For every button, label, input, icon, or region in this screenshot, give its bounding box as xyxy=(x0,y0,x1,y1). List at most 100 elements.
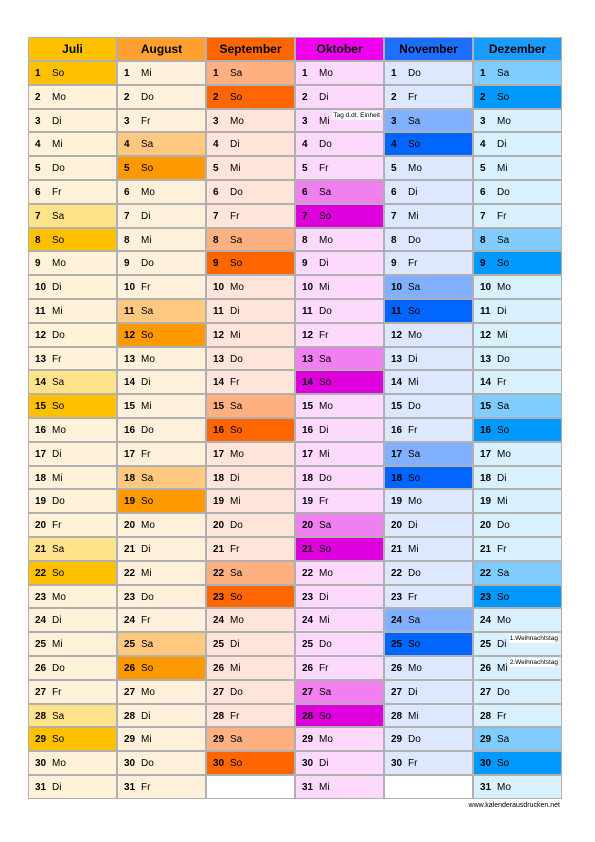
day-cell: 8 Mo xyxy=(295,227,384,252)
weekday: Mo xyxy=(408,663,422,674)
day-number: 16 xyxy=(213,425,225,436)
day-number: 8 xyxy=(35,234,41,246)
day-cell: 2 So xyxy=(206,84,295,109)
weekday: Di xyxy=(319,425,329,436)
day-number: 12 xyxy=(213,329,225,341)
day-cell: 20 Do xyxy=(206,513,295,537)
day-number: 6 xyxy=(302,187,308,198)
weekday: Di xyxy=(141,544,151,555)
day-cell: 26 Do xyxy=(28,656,117,680)
day-number: 9 xyxy=(391,258,397,270)
weekday: Do xyxy=(408,734,421,746)
weekday: Mo xyxy=(52,91,66,103)
day-cell: 6 Di xyxy=(384,180,473,204)
weekday: Mi xyxy=(230,163,241,175)
day-cell: 7 Mi xyxy=(384,203,473,228)
day-number: 11 xyxy=(480,306,491,317)
weekday: Do xyxy=(408,234,421,246)
day-cell: 18 Sa xyxy=(117,465,206,490)
day-cell: 9 Do xyxy=(117,251,206,276)
weekday: Mo xyxy=(52,425,66,436)
weekday: Do xyxy=(319,639,332,651)
day-number: 23 xyxy=(213,591,225,603)
day-cell: 13 Do xyxy=(473,346,562,371)
day-number: 3 xyxy=(391,115,397,127)
weekday: Mi xyxy=(141,68,152,79)
day-number: 24 xyxy=(35,615,47,627)
day-cell: 21 Fr xyxy=(473,537,562,561)
weekday: Do xyxy=(52,329,65,341)
day-number: 8 xyxy=(391,234,397,246)
day-number: 14 xyxy=(480,377,492,389)
day-number: 16 xyxy=(124,425,136,436)
day-number: 7 xyxy=(480,210,486,222)
weekday: So xyxy=(52,68,65,79)
day-number: 12 xyxy=(302,329,314,341)
day-number: 11 xyxy=(302,306,313,317)
day-number: 16 xyxy=(480,425,492,436)
day-number: 15 xyxy=(391,401,403,413)
day-cell: 8 So xyxy=(28,227,117,252)
day-number: 20 xyxy=(480,520,492,532)
day-cell: 1 Sa xyxy=(473,61,562,85)
weekday: Mo xyxy=(497,782,511,793)
day-number: 24 xyxy=(213,615,225,627)
day-number: 14 xyxy=(391,377,403,389)
day-cell: 10 Sa xyxy=(384,275,473,299)
day-cell: 28 So xyxy=(295,703,384,728)
day-cell: 10 Mo xyxy=(206,275,295,299)
day-cell: 16 Di xyxy=(295,418,384,442)
day-cell: 11 Di xyxy=(206,299,295,323)
day-number: 9 xyxy=(480,258,486,270)
day-cell: 13 Mo xyxy=(117,346,206,371)
day-number: 13 xyxy=(480,353,492,365)
weekday: Di xyxy=(141,377,151,389)
weekday: Fr xyxy=(141,115,151,127)
day-number: 4 xyxy=(124,139,130,151)
day-cell: 2 Mo xyxy=(28,84,117,109)
day-cell: 28 Fr xyxy=(473,703,562,728)
weekday: Di xyxy=(408,686,418,698)
day-number: 23 xyxy=(391,591,403,603)
day-number: 18 xyxy=(480,472,492,484)
day-cell: 9 Di xyxy=(295,251,384,276)
day-number: 14 xyxy=(35,377,47,389)
day-cell: 27 Sa xyxy=(295,679,384,704)
day-number: 13 xyxy=(391,353,403,365)
day-cell: 11 Do xyxy=(295,299,384,323)
weekday: Do xyxy=(408,68,421,79)
weekday: Do xyxy=(408,401,421,413)
weekday: Di xyxy=(52,282,62,294)
day-number: 30 xyxy=(124,758,136,770)
day-number: 8 xyxy=(124,234,130,246)
day-number: 2 xyxy=(213,91,219,103)
day-cell: 4 So xyxy=(384,132,473,157)
day-cell: 5 Mi xyxy=(473,156,562,180)
day-number: 13 xyxy=(302,353,314,365)
weekday: So xyxy=(497,425,510,436)
weekday: So xyxy=(230,591,243,603)
day-number: 28 xyxy=(391,710,403,722)
weekday: Di xyxy=(408,520,418,532)
day-cell: 6 Sa xyxy=(295,180,384,204)
day-number: 15 xyxy=(124,401,136,413)
weekday: Fr xyxy=(408,425,418,436)
weekday: Sa xyxy=(141,139,154,151)
weekday: Mo xyxy=(141,686,155,698)
weekday: So xyxy=(497,758,510,770)
day-number: 21 xyxy=(480,544,492,555)
day-cell: 26 Mo xyxy=(384,656,473,680)
weekday: So xyxy=(408,639,421,651)
weekday: Fr xyxy=(141,448,151,460)
weekday: Sa xyxy=(52,377,65,389)
weekday: Di xyxy=(230,306,240,317)
day-number: 21 xyxy=(35,544,47,555)
day-number: 23 xyxy=(35,591,47,603)
day-cell: 26 Mi 2.Weihnachtstag xyxy=(473,656,562,680)
weekday: Do xyxy=(141,591,154,603)
day-cell: 27 Do xyxy=(206,679,295,704)
day-cell: 24 Sa xyxy=(384,608,473,633)
day-cell: 22 Do xyxy=(384,560,473,585)
weekday: Fr xyxy=(52,353,62,365)
day-cell: 17 Mo xyxy=(206,441,295,466)
